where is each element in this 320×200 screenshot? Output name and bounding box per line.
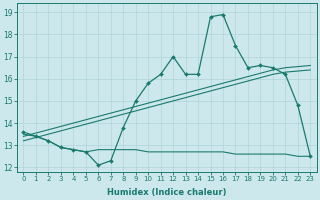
- X-axis label: Humidex (Indice chaleur): Humidex (Indice chaleur): [107, 188, 227, 197]
